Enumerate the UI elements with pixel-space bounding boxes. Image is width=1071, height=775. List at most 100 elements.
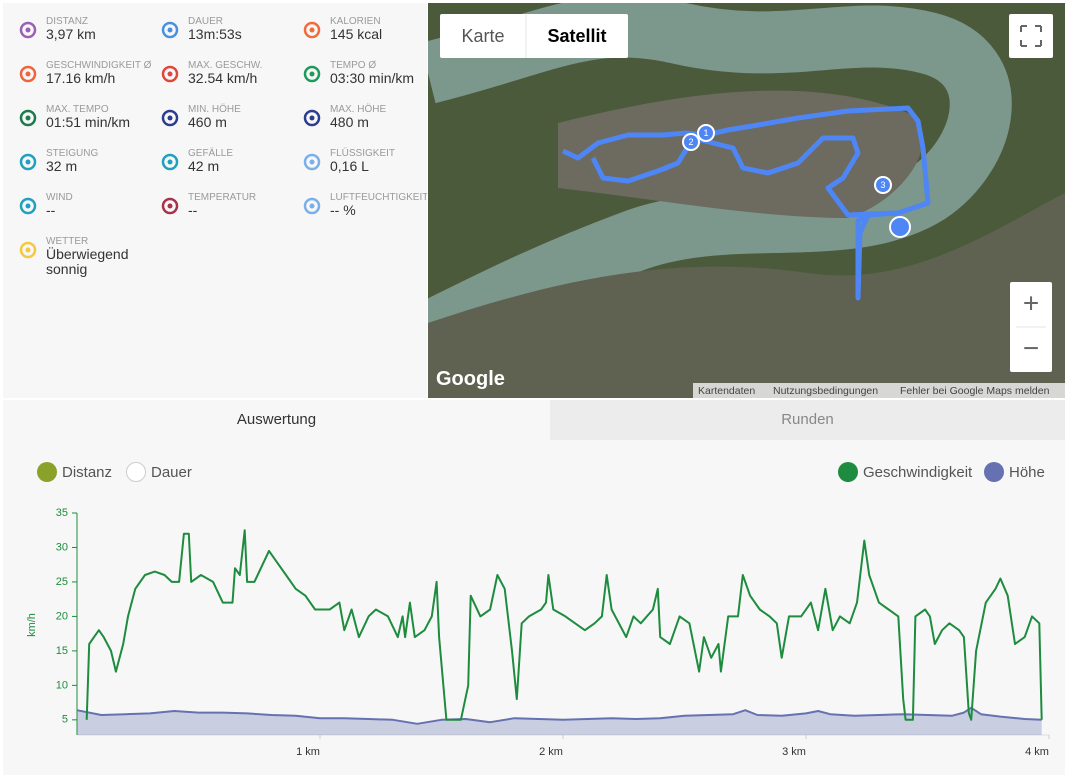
stat-icon <box>19 241 37 259</box>
fullscreen-button[interactable] <box>1009 14 1053 58</box>
attribution[interactable]: Fehler bei Google Maps melden <box>900 385 1050 397</box>
icon-shape <box>25 27 31 33</box>
stat-value: 460 m <box>188 114 227 130</box>
stat-icon <box>161 109 179 127</box>
map[interactable]: 1 2 3 Karte Satellit + − Google Kartenda… <box>428 3 1065 398</box>
map-type-button[interactable]: Karte <box>461 26 504 46</box>
stat-value: 145 kcal <box>330 26 383 42</box>
legend-item[interactable]: Höhe <box>984 462 1045 484</box>
stat-value: 32.54 km/h <box>188 70 258 86</box>
x-mode-toggle[interactable]: Dauer <box>126 462 192 484</box>
icon-shape <box>167 159 173 165</box>
stat-icon <box>303 153 321 171</box>
stat-item: GESCHWINDIGKEIT Ø 17.16 km/h <box>18 60 156 100</box>
check-off <box>126 462 146 482</box>
stat-item: KALORIEN 145 kcal <box>302 16 427 56</box>
attribution[interactable]: Nutzungsbedingungen <box>773 385 878 397</box>
stat-value: 32 m <box>46 158 78 174</box>
stat-icon <box>19 197 37 215</box>
stat-item: STEIGUNG 32 m <box>18 148 156 188</box>
y-tick-label: 10 <box>56 679 68 691</box>
stats-panel: DISTANZ 3,97 km DAUER 13m:53s KALORIEN 145 kc… <box>3 3 427 398</box>
stat-item: LUFTFEUCHTIGKEIT -- % <box>302 192 427 232</box>
icon-shape <box>19 65 37 83</box>
y-tick-label: 15 <box>56 645 68 657</box>
icon-shape <box>19 197 37 215</box>
stat-item: MAX. HÖHE 480 m <box>302 104 427 144</box>
stat-icon <box>161 65 179 83</box>
x-mode-toggle[interactable]: Distanz <box>37 462 112 484</box>
icon-shape <box>25 247 31 253</box>
route-marker[interactable]: 1 <box>697 124 715 142</box>
stat-icon <box>303 65 321 83</box>
stat-label: WETTER <box>46 236 89 247</box>
stat-label: GESCHWINDIGKEIT Ø <box>46 60 152 71</box>
stat-value: 01:51 min/km <box>46 114 131 130</box>
stat-icon <box>19 21 37 39</box>
icon-shape <box>303 65 321 83</box>
icon-shape <box>303 109 321 127</box>
icon-shape <box>167 71 173 77</box>
marker-label: 3 <box>880 180 885 190</box>
stat-icon <box>303 197 321 215</box>
stat-label: WIND <box>46 192 73 203</box>
stat-icon <box>19 109 37 127</box>
stat-label: DAUER <box>188 16 224 27</box>
zoom-out[interactable]: − <box>1023 332 1039 363</box>
stat-icon <box>161 153 179 171</box>
stat-label: FLÜSSIGKEIT <box>330 148 396 159</box>
y-tick-label: 30 <box>56 541 68 553</box>
stat-item: FLÜSSIGKEIT 0,16 L <box>302 148 427 188</box>
zoom-in[interactable]: + <box>1023 287 1039 318</box>
legend-item[interactable]: Geschwindigkeit <box>838 462 972 484</box>
y-tick-label: 25 <box>56 576 68 588</box>
tabs: Auswertung Runden <box>3 400 1065 440</box>
marker-label: 1 <box>703 128 708 138</box>
attribution[interactable]: Kartendaten <box>698 385 755 397</box>
icon-shape <box>161 197 179 215</box>
stat-item: MAX. TEMPO 01:51 min/km <box>18 104 156 144</box>
map-type-button[interactable]: Satellit <box>547 26 606 46</box>
stat-value: -- % <box>330 202 356 218</box>
y-tick-label: 5 <box>62 714 68 726</box>
stat-label: MAX. HÖHE <box>330 104 387 115</box>
icon-shape <box>19 21 37 39</box>
legend-swatch <box>838 462 858 482</box>
stat-icon <box>303 21 321 39</box>
icon-shape <box>167 27 173 33</box>
stat-value: 03:30 min/km <box>330 70 415 86</box>
route-marker[interactable]: 3 <box>874 176 892 194</box>
stat-item: DISTANZ 3,97 km <box>18 16 156 56</box>
speed-line <box>85 529 1043 721</box>
icon-shape <box>303 21 321 39</box>
icon-shape <box>19 109 37 127</box>
icon-shape <box>25 71 31 77</box>
stat-value: 13m:53s <box>188 26 242 42</box>
icon-shape <box>167 203 173 209</box>
icon-shape <box>309 71 315 77</box>
google-logo: Google <box>436 368 505 390</box>
x-tick-label: 4 km <box>1025 746 1049 758</box>
route-marker[interactable]: 2 <box>682 133 700 151</box>
stat-value: Überwiegend sonnig <box>46 246 129 277</box>
stat-icon <box>19 65 37 83</box>
elevation-line <box>76 706 1042 725</box>
legend-label: Geschwindigkeit <box>863 464 973 481</box>
chart: km/h 5 10 15 20 25 30 35 1 km 2 km 3 km 4 km <box>26 507 1050 758</box>
stat-item: WIND -- <box>18 192 156 232</box>
stat-icon <box>161 21 179 39</box>
stat-item: MAX. GESCHW. 32.54 km/h <box>160 60 298 100</box>
stat-label: MAX. GESCHW. <box>188 60 263 71</box>
fullscreen-icon <box>1020 25 1042 47</box>
tab[interactable]: Runden <box>550 400 1065 440</box>
stat-value: -- <box>188 202 198 218</box>
map-type-control <box>440 14 628 58</box>
stat-label: LUFTFEUCHTIGKEIT <box>330 192 427 203</box>
location-pin[interactable] <box>889 216 911 238</box>
stat-value: 17.16 km/h <box>46 70 116 86</box>
stat-value: 480 m <box>330 114 369 130</box>
stat-value: 42 m <box>188 158 220 174</box>
tab-active[interactable]: Auswertung <box>3 400 550 440</box>
stat-value: 0,16 L <box>330 158 369 174</box>
stat-value: 3,97 km <box>46 26 96 42</box>
